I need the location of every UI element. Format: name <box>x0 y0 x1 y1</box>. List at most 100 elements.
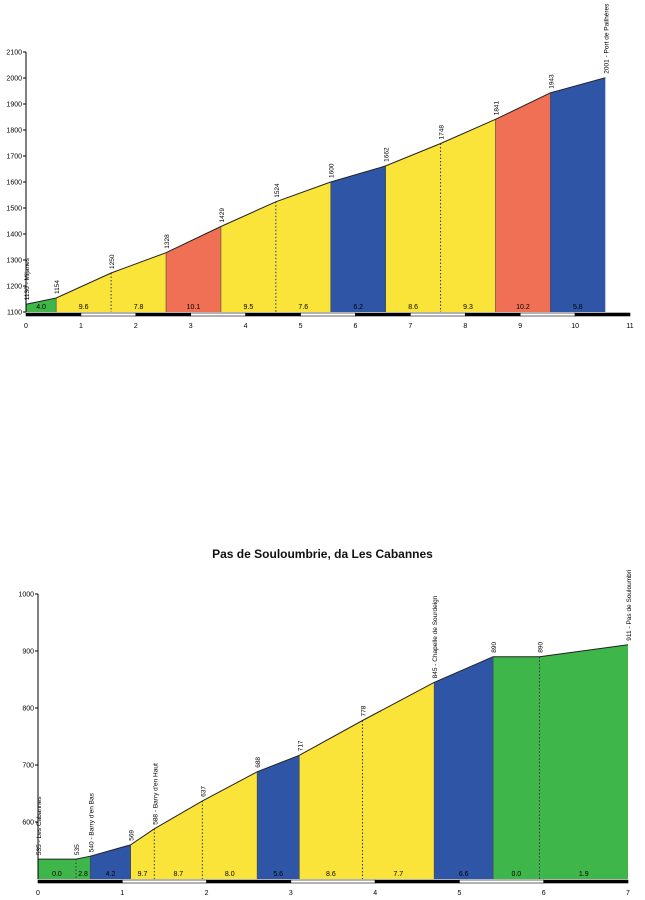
y-tick-label: 1800 <box>6 128 22 135</box>
altitude-label: 535 - Les Cabannes <box>36 796 43 855</box>
distance-bar-block <box>290 879 376 884</box>
distance-bar-block <box>121 879 207 884</box>
gradient-label: 4.0 <box>36 304 46 311</box>
x-tick-label: 5 <box>299 323 303 330</box>
gradient-label: 8.6 <box>326 871 336 878</box>
x-tick-label: 8 <box>463 323 467 330</box>
altitude-label: 1600 <box>329 163 336 178</box>
distance-bar-block <box>543 879 629 884</box>
distance-bar-block <box>410 312 466 317</box>
gradient-label: 9.6 <box>79 304 89 311</box>
x-tick-label: 2 <box>134 323 138 330</box>
distance-bar-block <box>190 312 246 317</box>
gradient-label: 2.8 <box>78 871 88 878</box>
x-tick-label: 2 <box>205 890 209 897</box>
altitude-label: 890 <box>491 641 498 652</box>
x-tick-label: 7 <box>626 890 630 897</box>
y-tick-label: 1500 <box>6 206 22 213</box>
segment-yellow-8 <box>440 119 496 312</box>
altitude-label: 1154 <box>54 280 61 294</box>
chart-title: Pas de Souloumbrie, da Les Cabannes <box>212 547 433 561</box>
segment-blue-10 <box>550 77 606 312</box>
profile-line <box>38 644 629 860</box>
gradient-label: 10.2 <box>516 304 530 311</box>
altitude-label: 637 <box>200 786 207 797</box>
y-tick-label: 2000 <box>6 76 22 83</box>
gradient-label: 7.8 <box>134 304 144 311</box>
segment-yellow-2 <box>111 252 166 312</box>
segment-yellow-4 <box>154 800 203 879</box>
gradient-label: 10.1 <box>187 304 201 311</box>
distance-bar-block <box>574 312 631 317</box>
y-tick-label: 1100 <box>7 310 22 317</box>
gradient-label: 9.3 <box>463 304 473 311</box>
gradient-label: 0.0 <box>52 871 62 878</box>
altitude-label: 1841 <box>494 100 501 115</box>
x-tick-label: 10 <box>571 323 579 330</box>
altitude-label: 845 - Chapelle de Sourdeign <box>432 595 439 678</box>
altitude-label: 540 - Barry d'en Bas <box>88 792 95 852</box>
distance-bar-block <box>245 312 301 317</box>
segment-red-3 <box>166 226 221 312</box>
x-tick-label: 9 <box>518 323 522 330</box>
y-tick-label: 1700 <box>6 154 22 161</box>
gradient-label: 7.7 <box>393 871 403 878</box>
gradient-label: 5.8 <box>573 304 583 311</box>
profile-chart-pailheres: 1100120013001400150016001700180019002000… <box>6 3 633 330</box>
altitude-label: 1748 <box>439 125 446 140</box>
distance-bar-block <box>464 312 521 317</box>
altitude-label: 778 <box>361 705 368 716</box>
y-tick-label: 900 <box>22 649 34 656</box>
profile-line <box>25 77 606 305</box>
altitude-label: 717 <box>297 740 304 751</box>
segment-green-11 <box>539 644 628 879</box>
y-tick-label: 600 <box>22 820 34 827</box>
x-tick-label: 1 <box>79 323 83 330</box>
distance-bar-block <box>25 312 82 317</box>
segment-yellow-1 <box>56 273 112 312</box>
y-tick-label: 1300 <box>6 258 22 265</box>
altitude-label: 588 - Barry d'en Haut <box>152 763 159 825</box>
segment-green-0 <box>38 859 76 879</box>
segment-blue-6 <box>257 755 300 879</box>
gradient-label: 6.2 <box>353 304 363 311</box>
y-tick-label: 700 <box>22 763 34 770</box>
segment-yellow-7 <box>299 720 363 879</box>
segment-green-0 <box>26 298 57 312</box>
segment-yellow-7 <box>385 143 441 312</box>
gradient-label: 1.9 <box>579 871 589 878</box>
gradient-label: 0.0 <box>511 871 521 878</box>
gradient-label: 8.0 <box>225 871 235 878</box>
y-tick-label: 1600 <box>6 180 22 187</box>
gradient-label: 6.6 <box>459 871 469 878</box>
distance-bar-block <box>519 312 576 317</box>
gradient-label: 7.6 <box>298 304 308 311</box>
segment-yellow-8 <box>362 682 435 879</box>
segment-blue-9 <box>434 656 494 879</box>
y-tick-label: 1900 <box>6 102 22 109</box>
gradient-label: 8.6 <box>408 304 418 311</box>
segment-yellow-4 <box>220 201 276 312</box>
x-tick-label: 7 <box>408 323 412 330</box>
distance-bar-block <box>206 879 292 884</box>
altitude-label: 569 <box>129 830 136 841</box>
x-tick-label: 0 <box>24 323 28 330</box>
altitude-label: 1524 <box>274 183 281 198</box>
x-tick-label: 6 <box>354 323 358 330</box>
profile-chart-souloumbrie: 600 700 800 900 1000 0 1 2 3 4 5 6 7 0.0 2.8 4.2 9.7 8.7 8… <box>18 570 633 897</box>
distance-bar-block <box>135 312 192 317</box>
distance-bar-block <box>374 879 460 884</box>
y-tick-label: 1000 <box>18 592 34 599</box>
distance-bar-block <box>37 879 123 884</box>
segment-green-1 <box>75 856 91 879</box>
x-tick-label: 3 <box>289 890 293 897</box>
x-tick-label: 5 <box>457 890 461 897</box>
altitude-label: 1130 - Mijanes <box>24 257 31 300</box>
x-tick-label: 3 <box>189 323 193 330</box>
altitude-label: 1662 <box>384 147 391 162</box>
distance-bar-block <box>80 312 137 317</box>
segment-red-9 <box>495 92 551 312</box>
segment-blue-2 <box>90 844 131 879</box>
segment-blue-6 <box>330 165 386 312</box>
altitude-label: 535 <box>74 844 81 855</box>
